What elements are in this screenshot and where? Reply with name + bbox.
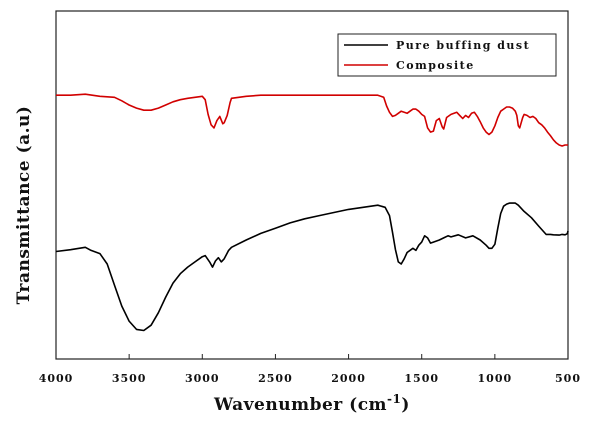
x-tick-label-3500: 3500: [112, 372, 147, 385]
series-line-pure-buffing-dust: [55, 202, 569, 332]
x-tick-label-2000: 2000: [331, 372, 366, 385]
x-axis-title-main: Wavenumber (cm: [213, 395, 387, 415]
series-layer: [55, 93, 569, 332]
x-tick-label-500: 500: [555, 372, 581, 385]
x-axis-title: Wavenumber (cm-1): [213, 392, 410, 415]
x-axis-title-superscript: -1: [387, 392, 401, 406]
legend-label-composite: Composite: [396, 59, 475, 72]
x-tick-label-3000: 3000: [185, 372, 220, 385]
y-axis-title: Transmittance (a.u): [14, 106, 34, 305]
x-tick-label-4000: 4000: [39, 372, 74, 385]
x-axis-title-close: ): [401, 395, 410, 415]
x-tick-label-1000: 1000: [478, 372, 513, 385]
x-tick-label-1500: 1500: [404, 372, 439, 385]
x-tick-label-2500: 2500: [258, 372, 293, 385]
x-axis-ticks: [55, 354, 569, 359]
plot-area-frame: [55, 10, 569, 360]
legend-label-pure-buffing-dust: Pure buffing dust: [396, 39, 530, 52]
legend-box: [337, 33, 557, 77]
x-axis-tick-labels: 4000 3500 3000 2500 2000 1500 1000 500: [39, 372, 581, 385]
legend: Pure buffing dust Composite: [337, 33, 557, 77]
series-line-composite: [56, 93, 568, 147]
